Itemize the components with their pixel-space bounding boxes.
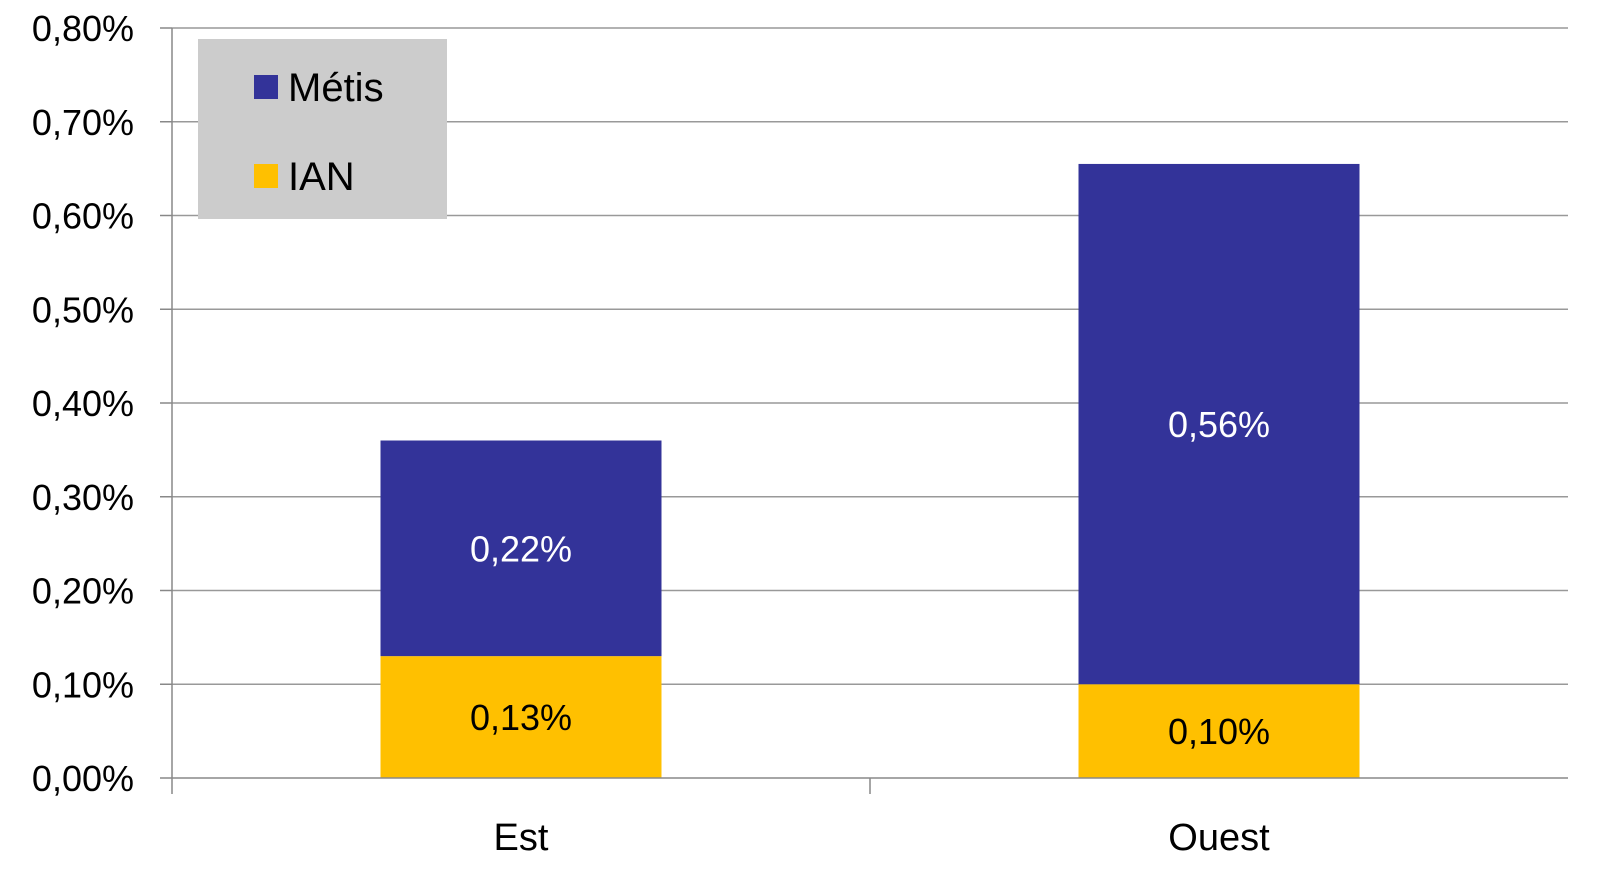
y-tick-label: 0,80%: [32, 8, 134, 49]
legend-swatch: [254, 75, 278, 99]
data-label: 0,10%: [1168, 711, 1270, 752]
y-tick-label: 0,20%: [32, 571, 134, 612]
y-tick-label: 0,10%: [32, 664, 134, 705]
data-label: 0,56%: [1168, 404, 1270, 445]
bar-segment: [1078, 163, 1360, 685]
legend-label: Métis: [288, 66, 384, 110]
y-tick-label: 0,30%: [32, 477, 134, 518]
y-tick-label: 0,70%: [32, 102, 134, 143]
bar-segment: [1078, 684, 1360, 778]
axes: 0,00% 0,10% 0,20% 0,30% 0,40% 0,50% 0,60% 0,70%…: [32, 8, 1568, 859]
legend-label: IAN: [288, 155, 355, 199]
y-tick-label: 0,00%: [32, 758, 134, 799]
legend-box: [198, 39, 447, 219]
y-tick-label: 0,50%: [32, 289, 134, 330]
data-label: 0,22%: [470, 528, 572, 569]
bars: [380, 163, 1360, 778]
bar-segment: [380, 440, 662, 657]
y-tick-label: 0,40%: [32, 383, 134, 424]
legend: Métis IAN: [198, 39, 447, 219]
y-tick-label: 0,60%: [32, 196, 134, 237]
legend-swatch: [254, 164, 278, 188]
data-label: 0,13%: [470, 697, 572, 738]
x-category-label: Est: [494, 817, 549, 859]
data-labels: 0,13% 0,22% 0,10% 0,56%: [470, 404, 1270, 752]
bar-segment: [380, 656, 662, 778]
x-category-label: Ouest: [1168, 817, 1270, 859]
